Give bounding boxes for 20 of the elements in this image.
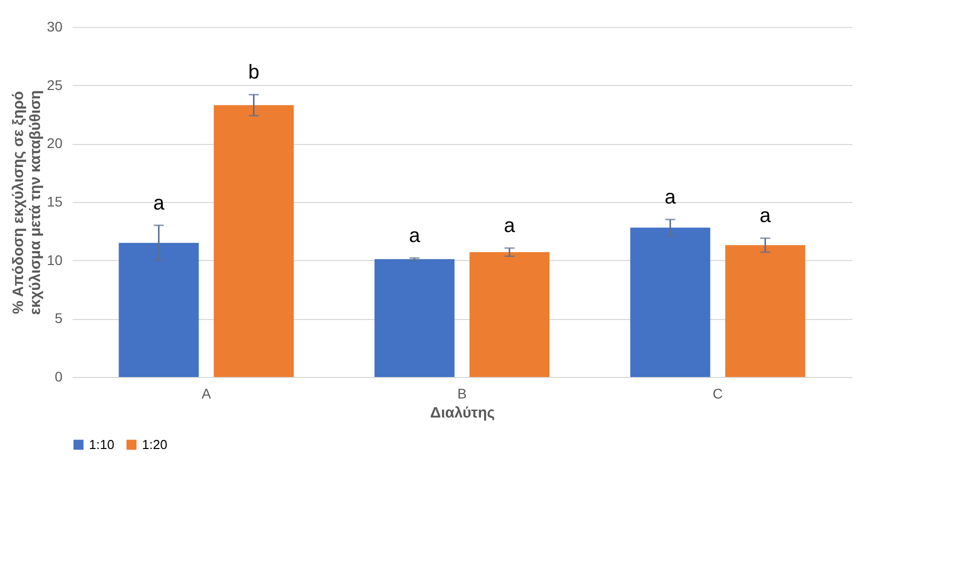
x-axis-title: Διαλύτης — [430, 404, 496, 422]
x-tick-label: A — [202, 386, 212, 402]
y-tick-label: 20 — [46, 135, 63, 152]
data-label: a — [760, 205, 772, 228]
y-tick-label: 0 — [54, 368, 63, 384]
y-tick-label: 10 — [46, 252, 63, 268]
legend-label: 1:10 — [89, 436, 114, 452]
x-tick-label: C — [712, 386, 723, 402]
data-label: b — [248, 62, 260, 84]
y-tick-label: 25 — [46, 76, 63, 93]
legend-label: 1:20 — [142, 436, 168, 452]
y-tick-label: 30 — [46, 18, 63, 34]
data-label: a — [408, 225, 421, 247]
data-label: a — [153, 192, 166, 214]
y-tick-label: 15 — [46, 194, 63, 210]
data-label: a — [504, 215, 516, 238]
y-axis-title: % Απόδοση εκχύλισης σε ξηρό εκχύλισμα μετά την καταβύθιση — [10, 90, 44, 315]
y-tick-label: 5 — [54, 310, 63, 326]
data-label: a — [664, 186, 677, 208]
x-tick-label: B — [457, 386, 467, 402]
